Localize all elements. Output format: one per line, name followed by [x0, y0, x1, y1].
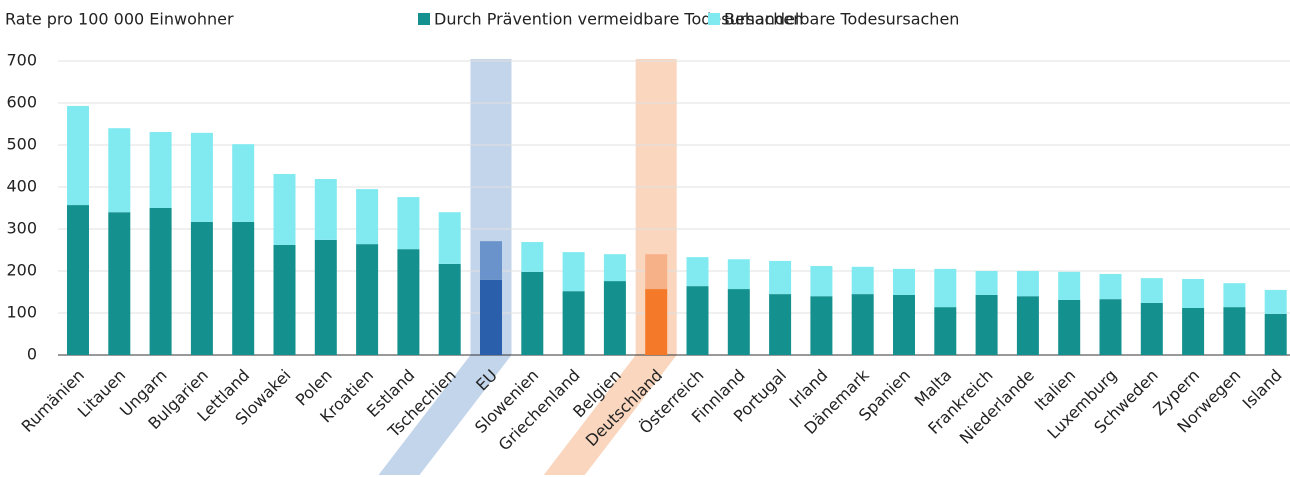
bar-segment	[686, 286, 709, 355]
y-tick-label: 700	[6, 51, 37, 70]
y-tick-label: 0	[27, 345, 37, 364]
bar-segment	[108, 212, 131, 355]
bar-segment	[149, 131, 172, 208]
y-tick-label: 600	[6, 93, 37, 112]
bar-segment	[521, 271, 544, 355]
y-tick-label: 300	[6, 219, 37, 238]
bar-segment	[1182, 307, 1205, 355]
bar-segment	[356, 189, 379, 245]
highlight-band	[543, 59, 677, 475]
bar-segment	[1223, 283, 1246, 308]
legend-label: Behandelbare Todesursachen	[724, 10, 959, 29]
bar-segment	[603, 254, 626, 282]
bar-segment	[1182, 278, 1205, 308]
bar-segment	[521, 242, 544, 272]
bar-segment	[851, 294, 874, 355]
bar-segment	[232, 221, 255, 355]
bar-segment	[149, 208, 172, 355]
bar-segment	[603, 281, 626, 355]
bar-segment	[934, 307, 957, 355]
bar-segment	[67, 105, 89, 206]
bar-segment	[1223, 307, 1246, 355]
bar-segment	[356, 244, 379, 355]
bar-segment	[645, 289, 668, 355]
bar-segment	[273, 244, 296, 355]
bar-segment	[975, 294, 998, 355]
bar-segment	[1099, 299, 1122, 355]
bar-segment	[934, 268, 957, 308]
bar-segment	[438, 263, 461, 355]
bar-segment	[438, 212, 461, 264]
bar-segment	[769, 260, 792, 295]
bar-segment	[1099, 273, 1122, 300]
bar-segment	[190, 132, 213, 222]
bar-segment	[645, 254, 668, 290]
bar-segment	[314, 239, 337, 355]
bar-segment	[1264, 289, 1287, 314]
bar-segment	[67, 205, 89, 355]
y-tick-label: 400	[6, 177, 37, 196]
legend-swatch	[418, 13, 430, 25]
y-tick-label: 200	[6, 261, 37, 280]
y-axis-label: Rate pro 100 000 Einwohner	[5, 10, 234, 29]
bar-segment	[562, 291, 585, 355]
bar-segment	[480, 241, 502, 280]
bar-segment	[562, 252, 585, 292]
bar-segment	[1140, 278, 1163, 303]
bar-segment	[232, 144, 255, 222]
bar-segment	[975, 271, 998, 295]
bar-segment	[727, 259, 750, 290]
y-tick-label: 100	[6, 303, 37, 322]
bar-segment	[1264, 313, 1287, 355]
bar-segment	[1058, 271, 1081, 300]
bar-segment	[893, 294, 915, 355]
bar-segment	[1016, 271, 1039, 297]
bar-segment	[769, 294, 792, 355]
bar-segment	[851, 266, 874, 295]
bar-segment	[190, 221, 213, 355]
bar-segment	[686, 257, 709, 287]
highlight-band	[378, 59, 512, 475]
bar-segment	[1016, 296, 1039, 355]
bar-segment	[810, 265, 833, 297]
bar-segment	[893, 268, 915, 295]
x-tick-label: Rumänien	[18, 366, 88, 436]
bar-segment	[1058, 299, 1081, 355]
bar-segment	[810, 296, 833, 355]
bar-segment	[397, 249, 420, 355]
bar-segment	[1140, 302, 1163, 355]
legend-swatch	[708, 13, 720, 25]
bar-segment	[273, 173, 296, 245]
y-tick-label: 500	[6, 135, 37, 154]
bar-segment	[480, 279, 502, 355]
bar-segment	[108, 128, 131, 213]
bar-segment	[314, 179, 337, 240]
bar-segment	[727, 289, 750, 355]
bar-segment	[397, 197, 420, 250]
x-tick-label: Island	[1239, 366, 1286, 413]
